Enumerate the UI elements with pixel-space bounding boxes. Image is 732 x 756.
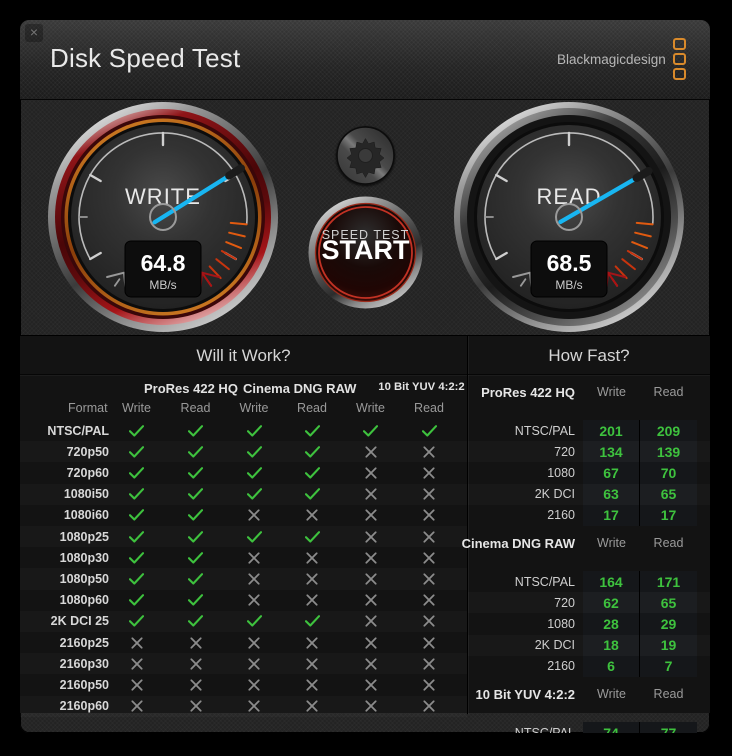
svg-text:MB/s: MB/s [149,278,176,292]
svg-text:WRITE: WRITE [125,184,201,209]
svg-text:SPEED TEST: SPEED TEST [322,228,410,242]
svg-text:64.8: 64.8 [141,250,186,276]
svg-text:68.5: 68.5 [547,250,592,276]
svg-text:MB/s: MB/s [555,278,582,292]
